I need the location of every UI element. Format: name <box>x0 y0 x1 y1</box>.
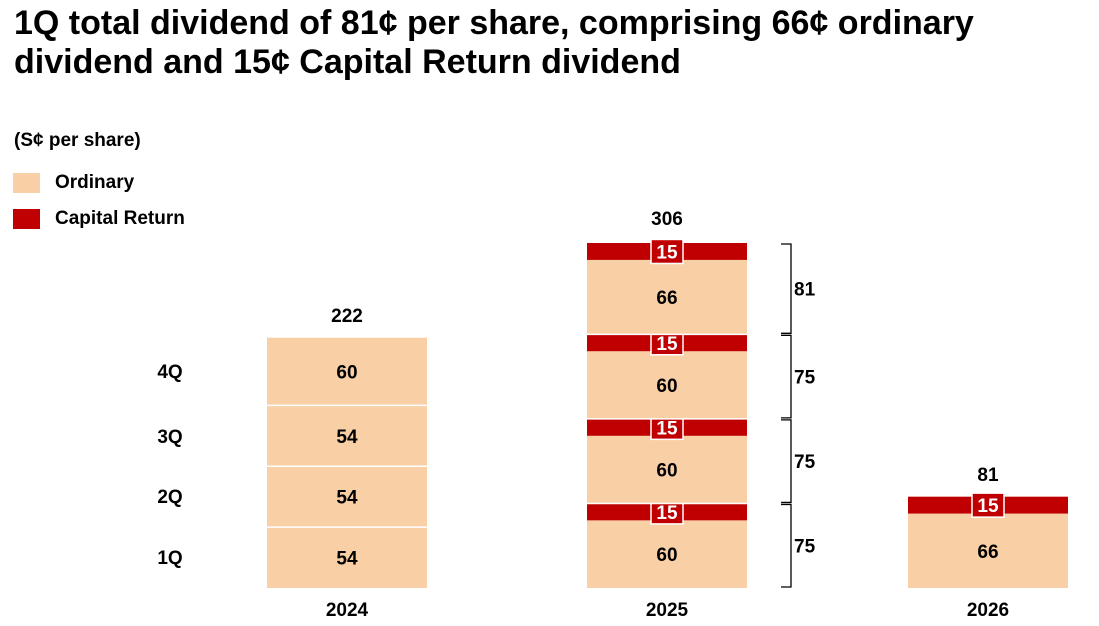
quarter-label-2q: 2Q <box>157 487 183 508</box>
data-label-2025-4q-ordinary: 66 <box>656 288 677 309</box>
data-label-2025-2q-ordinary: 60 <box>656 461 677 482</box>
year-label-2024: 2024 <box>325 600 369 621</box>
bracket-2025-3q <box>781 334 792 419</box>
bar-2024-4q-ordinary <box>267 337 427 406</box>
quarter-label-3q: 3Q <box>157 427 183 448</box>
data-label-2024-1q-ordinary: 54 <box>336 549 358 570</box>
data-label-2026-1q-capital-return: 15 <box>977 496 999 517</box>
quarter-label-1q: 1Q <box>157 548 183 569</box>
data-label-2025-2q-capital-return: 15 <box>656 418 678 439</box>
year-label-2026: 2026 <box>966 600 1010 621</box>
bar-2025-1q-ordinary <box>587 520 747 588</box>
data-label-2025-3q-ordinary: 60 <box>656 376 677 397</box>
bar-2024-3q-ordinary <box>267 405 427 467</box>
bar-2024-1q-ordinary <box>267 527 427 588</box>
unit-label: (S¢ per share) <box>14 130 141 151</box>
data-label-2025-4q-capital-return: 15 <box>656 242 678 263</box>
bar-2025-4q-ordinary <box>587 259 747 335</box>
bracket-total-2025-2q: 75 <box>794 452 816 473</box>
total-label-2025: 306 <box>651 209 683 230</box>
data-label-2024-3q-ordinary: 54 <box>336 427 358 448</box>
capital-return-label-box <box>971 492 1005 518</box>
bar-2024-2q-ordinary <box>267 466 427 528</box>
quarter-label-4q: 4Q <box>157 362 183 383</box>
bar-2025-2q-ordinary <box>587 435 747 504</box>
legend-label-capital-return: Capital Return <box>55 208 185 229</box>
data-label-2025-1q-ordinary: 60 <box>656 545 677 566</box>
bracket-total-2025-1q: 75 <box>794 537 816 558</box>
capital-return-label-box <box>650 238 684 265</box>
data-label-2024-2q-ordinary: 54 <box>336 488 358 509</box>
data-label-2025-1q-capital-return: 15 <box>656 503 678 524</box>
data-label-2025-3q-capital-return: 15 <box>656 334 678 355</box>
bar-2025-3q-ordinary <box>587 351 747 419</box>
data-label-2024-4q-ordinary: 60 <box>336 363 357 384</box>
bar-2026-1q-ordinary <box>908 513 1068 588</box>
total-label-2024: 222 <box>331 306 363 327</box>
bracket-2025-2q <box>781 419 792 504</box>
total-label-2026: 81 <box>977 465 999 486</box>
bracket-2025-1q <box>781 503 792 588</box>
bracket-total-2025-3q: 75 <box>794 368 816 389</box>
legend-label-ordinary: Ordinary <box>55 172 135 193</box>
data-label-2026-1q-ordinary: 66 <box>977 542 998 563</box>
year-label-2025: 2025 <box>645 600 689 621</box>
bracket-total-2025-4q: 81 <box>794 280 816 301</box>
chart-title: 1Q total dividend of 81¢ per share, comp… <box>14 4 974 81</box>
legend-swatch-ordinary <box>13 173 40 193</box>
bracket-2025-4q <box>781 243 792 334</box>
legend-swatch-capital-return <box>13 209 40 229</box>
